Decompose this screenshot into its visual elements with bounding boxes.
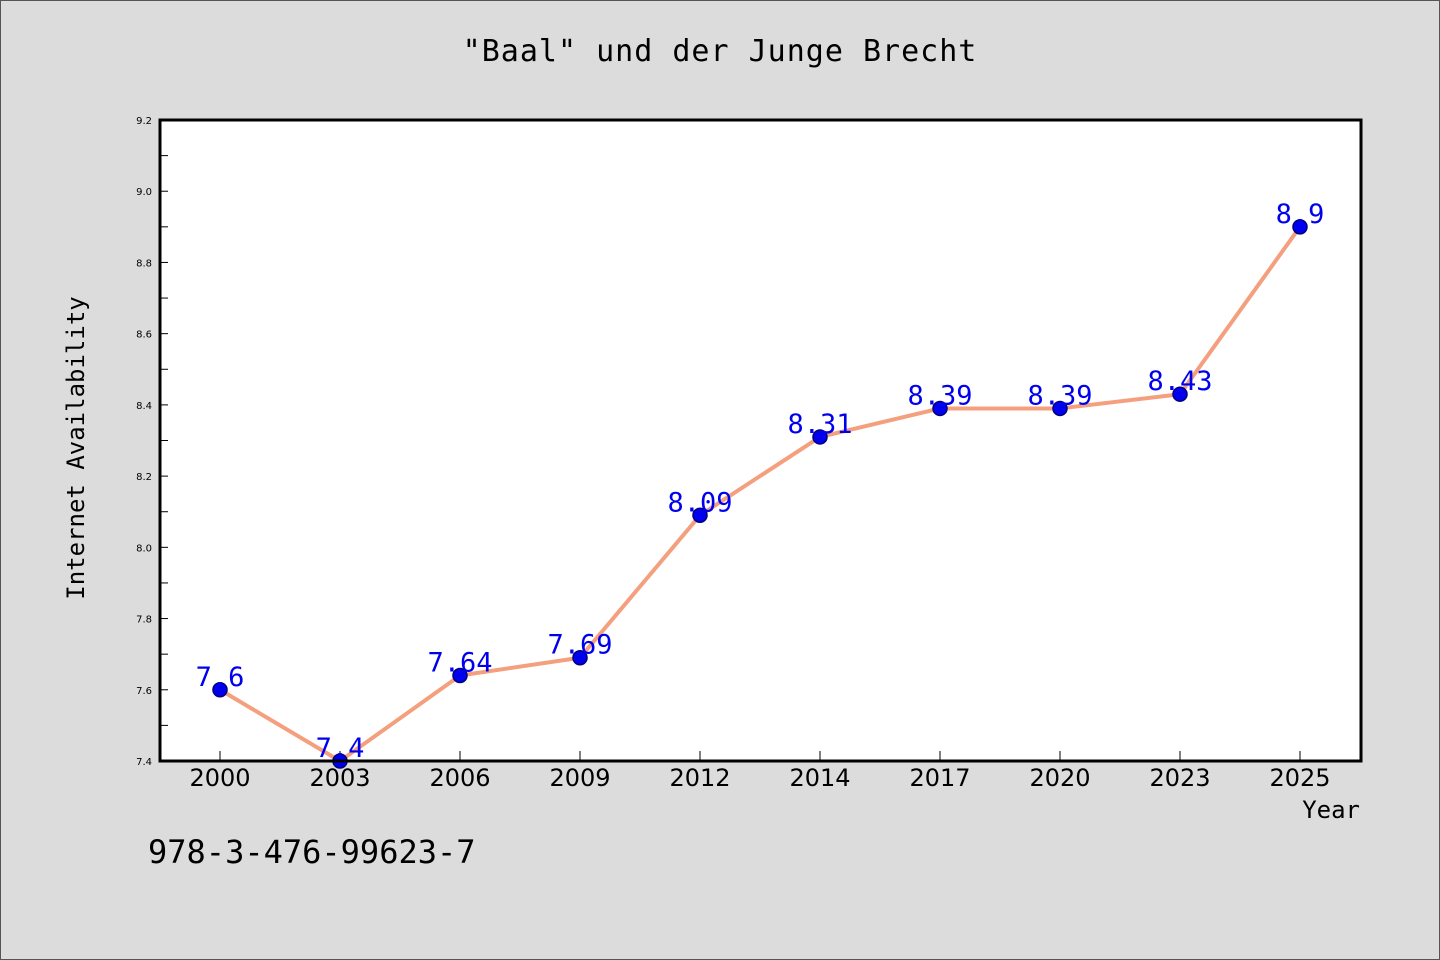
- data-label: 7.64: [427, 648, 492, 679]
- data-label: 7.69: [547, 630, 612, 661]
- y-tick-label: 7.6: [136, 686, 152, 697]
- x-axis-label: Year: [1302, 796, 1360, 824]
- x-tick-label: 2023: [1149, 764, 1210, 792]
- x-tick-label: 2020: [1029, 764, 1090, 792]
- y-tick-label: 8.4: [136, 401, 152, 412]
- plot-border: [158, 118, 1363, 763]
- y-tick-label: 8.6: [136, 330, 152, 341]
- isbn-text: 978-3-476-99623-7: [148, 833, 476, 871]
- y-tick-label: 9.2: [136, 116, 152, 127]
- data-point: [932, 400, 948, 417]
- series-line: [218, 224, 1302, 763]
- x-axis: 2000 2003 2006 2009 2012 2014 2017 2020 2023 2025: [189, 751, 1331, 792]
- data-point: [572, 649, 588, 666]
- x-tick-label: 2025: [1269, 764, 1330, 792]
- data-labels: 7.6 7.4 7.64 7.69 8.09 8.31 8.39 8.39 8.43 8.9: [196, 199, 1325, 764]
- y-tick-label: 9.0: [136, 187, 152, 198]
- data-point: [1052, 400, 1068, 417]
- x-tick-label: 2006: [429, 764, 490, 792]
- data-points: [212, 219, 1308, 769]
- data-label: 8.31: [787, 409, 852, 440]
- y-tick-label: 8.0: [136, 543, 152, 554]
- data-label: 8.09: [667, 487, 732, 518]
- data-point: [692, 507, 708, 524]
- data-label: 8.39: [907, 380, 972, 411]
- x-tick-label: 2014: [789, 764, 850, 792]
- y-tick-label: 7.8: [136, 615, 152, 626]
- y-tick-label: 8.2: [136, 472, 152, 483]
- chart-title: "Baal" und der Junge Brecht: [462, 34, 978, 69]
- data-point: [212, 682, 228, 698]
- data-point: [812, 429, 828, 445]
- data-point: [1172, 386, 1188, 402]
- data-label: 8.43: [1147, 366, 1212, 397]
- plot-area: [160, 120, 1361, 761]
- y-tick-label: 7.4: [136, 757, 152, 768]
- data-label: 8.9: [1276, 199, 1325, 230]
- data-point: [452, 667, 468, 684]
- x-tick-label: 2017: [909, 764, 970, 792]
- data-point: [1292, 219, 1308, 235]
- x-tick-label: 2009: [549, 764, 610, 792]
- x-tick-label: 2012: [669, 764, 730, 792]
- y-tick-label: 8.8: [136, 258, 152, 269]
- data-label: 8.39: [1027, 380, 1092, 411]
- data-label: 7.6: [196, 662, 245, 693]
- data-label: 7.4: [316, 733, 365, 764]
- x-tick-label: 2000: [189, 764, 250, 792]
